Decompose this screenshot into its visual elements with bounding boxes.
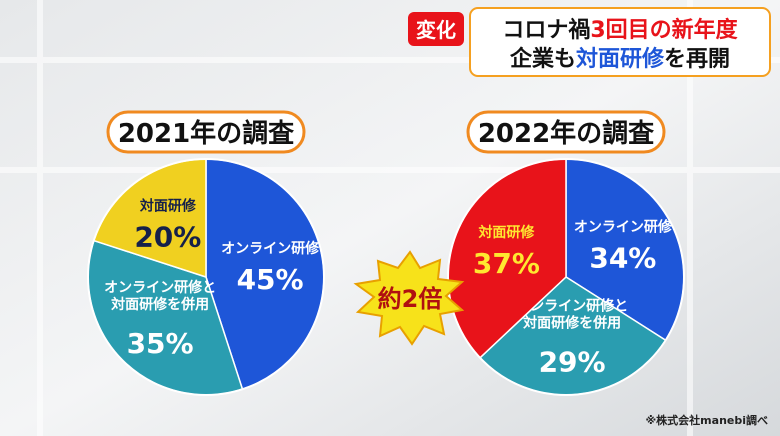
slice-label-line: オンライン研修 <box>574 219 673 236</box>
value-label: 29% <box>539 346 606 379</box>
header-box <box>469 7 771 77</box>
value-label: 34% <box>589 242 656 275</box>
slice-label: 対面研修 <box>139 197 197 214</box>
badge: 変化 <box>416 18 456 42</box>
slice-label: オンライン研修 <box>574 219 673 236</box>
burst <box>353 250 465 346</box>
header-text: 企業も <box>509 46 576 72</box>
slice-label-line: 対面研修を併用 <box>522 315 621 332</box>
header-text: 対面研修 <box>576 46 665 72</box>
header-line1: コロナ禍3回目の新年度 <box>502 17 738 43</box>
slice-label: 対面研修 <box>477 224 535 241</box>
header-line2: 企業も対面研修を再開 <box>509 46 730 72</box>
slice-label-line: オンライン研修と <box>104 279 216 296</box>
pie-outline <box>87 158 325 396</box>
pie-outline <box>447 158 685 396</box>
header-text: コロナ禍 <box>502 18 590 43</box>
title-box <box>106 110 306 154</box>
slice-label-line: 対面研修 <box>477 224 535 241</box>
chart-title: 2022年の調査 <box>478 118 654 149</box>
slice-label-line: オンライン研修と <box>516 298 628 315</box>
value-label: 20% <box>134 220 201 253</box>
slice-label-line: 対面研修 <box>139 197 197 214</box>
slice-label-line: 対面研修を併用 <box>110 296 209 313</box>
value-label: 35% <box>127 327 194 360</box>
slice-label-line: オンライン研修 <box>221 240 320 257</box>
title-box <box>466 110 666 154</box>
source: ※株式会社manebi調べ <box>645 413 768 427</box>
header-text: 3回目の新年度 <box>590 17 738 43</box>
slice-label: オンライン研修 <box>221 240 320 257</box>
badge-box <box>408 12 464 46</box>
annotation: 約2倍 <box>378 285 443 313</box>
slice-label: オンライン研修と対面研修を併用 <box>516 298 628 332</box>
chart-title: 2021年の調査 <box>118 118 294 149</box>
value-label: 37% <box>473 247 540 280</box>
value-label: 45% <box>237 263 304 296</box>
slice-label: オンライン研修と対面研修を併用 <box>104 279 216 313</box>
header-text: を再開 <box>664 47 730 72</box>
charts: 2021年の調査オンライン研修45%オンライン研修と対面研修を併用35%対面研修… <box>87 110 685 396</box>
